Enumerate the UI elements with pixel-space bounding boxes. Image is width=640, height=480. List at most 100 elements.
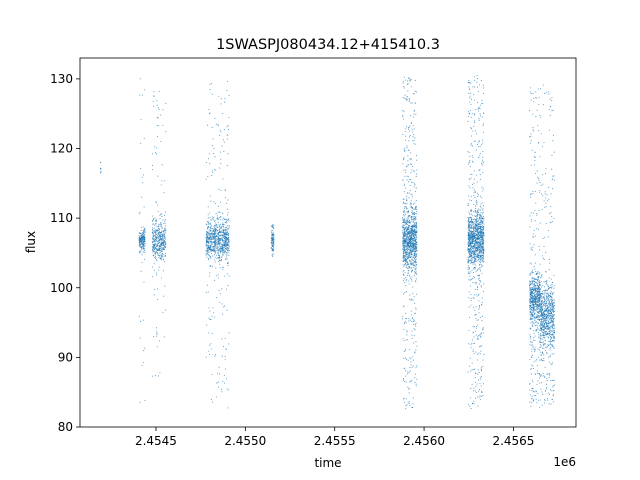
data-point xyxy=(468,265,470,267)
data-point xyxy=(474,376,476,379)
data-point xyxy=(219,257,221,259)
data-point xyxy=(474,86,476,88)
data-point xyxy=(402,241,404,243)
data-point xyxy=(214,256,216,258)
data-point xyxy=(413,240,415,242)
data-point xyxy=(543,316,545,318)
data-point xyxy=(477,241,479,243)
data-point xyxy=(416,159,418,161)
data-point xyxy=(529,300,531,302)
data-point xyxy=(209,240,211,242)
data-point xyxy=(158,269,160,271)
data-point xyxy=(218,188,220,190)
data-point xyxy=(151,248,154,251)
data-point xyxy=(480,399,482,401)
data-point xyxy=(534,308,536,310)
data-point xyxy=(271,225,273,227)
data-point xyxy=(404,147,406,149)
data-point xyxy=(532,236,534,238)
data-point xyxy=(415,255,417,257)
data-point xyxy=(273,240,275,242)
data-point xyxy=(160,222,162,224)
data-point xyxy=(471,145,474,147)
data-point xyxy=(409,99,411,101)
data-point xyxy=(211,234,213,236)
data-point xyxy=(477,289,479,291)
data-point xyxy=(480,378,482,380)
data-point xyxy=(537,176,539,178)
data-point xyxy=(415,251,417,253)
data-point xyxy=(408,140,410,142)
data-point xyxy=(227,285,229,287)
data-point xyxy=(472,187,474,189)
data-point xyxy=(532,286,534,288)
data-point xyxy=(152,223,154,225)
data-point xyxy=(412,264,414,266)
data-point xyxy=(409,299,411,301)
data-point xyxy=(217,233,219,235)
data-point xyxy=(478,243,480,245)
data-point xyxy=(474,79,476,81)
data-point xyxy=(481,223,483,225)
data-point xyxy=(530,283,532,285)
data-point xyxy=(213,249,215,251)
data-point xyxy=(404,262,407,264)
data-point xyxy=(542,316,544,318)
data-point xyxy=(471,227,473,229)
data-point xyxy=(482,394,484,396)
data-point xyxy=(210,228,212,230)
data-point xyxy=(228,241,230,244)
data-point xyxy=(222,219,224,221)
data-point xyxy=(205,253,207,255)
data-point xyxy=(406,231,408,233)
data-point xyxy=(221,238,223,240)
data-point xyxy=(481,116,483,118)
data-point xyxy=(470,249,472,251)
data-point xyxy=(470,344,472,346)
data-point xyxy=(165,102,167,104)
data-point xyxy=(219,241,221,244)
data-point xyxy=(473,306,475,308)
data-point xyxy=(153,247,155,249)
data-point xyxy=(227,153,229,155)
data-point xyxy=(475,227,477,229)
data-point xyxy=(470,297,472,300)
data-point xyxy=(415,243,417,245)
data-point xyxy=(225,348,227,350)
data-point xyxy=(529,309,531,311)
data-point xyxy=(406,244,408,246)
data-point xyxy=(411,379,413,381)
data-point xyxy=(407,227,410,229)
data-point xyxy=(225,230,227,232)
data-point xyxy=(410,163,412,166)
data-point xyxy=(409,221,411,223)
data-point xyxy=(408,401,410,403)
data-point xyxy=(533,130,535,132)
data-point xyxy=(152,238,154,240)
data-point xyxy=(415,308,417,310)
data-point xyxy=(220,237,222,239)
data-point xyxy=(482,124,484,127)
data-point xyxy=(414,219,416,221)
data-point xyxy=(409,255,411,257)
data-point xyxy=(483,229,485,231)
data-point xyxy=(531,390,533,392)
data-point xyxy=(467,259,469,261)
data-point xyxy=(160,258,162,260)
data-point xyxy=(473,268,475,270)
data-point xyxy=(533,229,535,231)
data-point xyxy=(206,221,208,223)
data-point xyxy=(530,318,532,320)
data-point xyxy=(473,178,475,180)
data-point xyxy=(472,218,474,221)
data-point xyxy=(157,210,159,212)
data-point xyxy=(407,252,409,255)
data-point xyxy=(405,256,407,258)
data-point xyxy=(472,86,474,88)
data-point xyxy=(546,335,548,337)
data-point xyxy=(552,341,554,343)
data-point xyxy=(470,248,472,250)
data-point xyxy=(221,247,223,249)
data-point xyxy=(412,203,414,205)
data-point xyxy=(412,125,414,127)
